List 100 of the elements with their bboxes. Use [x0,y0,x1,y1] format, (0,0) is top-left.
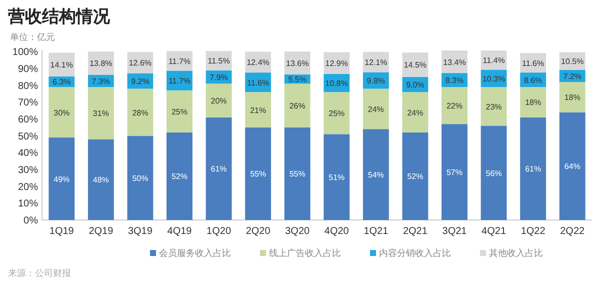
bar [48,87,75,138]
bar [284,84,310,128]
data-label: 7.3% [92,76,110,86]
y-tick-label: 60% [18,114,38,126]
data-label: 10.8% [325,78,348,88]
data-label: 12.9% [325,59,348,68]
chart-title: 营收结构情况 [7,7,111,26]
y-tick-label: 50% [18,131,38,142]
data-label: 5.5% [288,75,306,84]
data-label: 8.3% [445,76,464,86]
bar [48,138,75,220]
y-tick-label: 90% [18,64,38,76]
y-tick-label: 20% [18,182,38,193]
data-label: 11.6% [522,58,544,68]
data-label: 30% [54,108,70,118]
bar [520,87,546,118]
x-tick-label: 2Q19 [88,226,114,237]
bar [88,87,114,140]
y-tick-label: 30% [18,165,38,176]
data-label: 52% [407,172,424,182]
data-label: 57% [446,168,463,178]
data-label: 26% [289,102,306,111]
bar [324,134,350,220]
data-label: 8.6% [524,76,542,85]
bar [442,87,468,124]
legend-label: 线上广告收入占比 [269,248,341,258]
data-label: 13.4% [443,58,466,67]
data-label: 12.1% [364,58,388,68]
y-tick-label: 80% [18,80,38,92]
bar [206,84,232,118]
data-label: 48% [92,176,109,185]
bar [362,129,389,220]
data-label: 13.6% [286,58,309,68]
data-label: 11.6% [247,78,270,88]
data-label: 55% [289,170,306,179]
source-note: 来源：公司财报 [8,268,71,278]
data-label: 7.2% [563,72,582,81]
data-label: 18% [564,93,580,102]
x-tick-label: 2Q20 [246,226,271,237]
data-label: 20% [210,96,227,106]
x-tick-label: 3Q21 [442,226,468,237]
data-label: 25% [171,107,188,116]
data-label: 64% [564,162,580,172]
data-label: 10.5% [561,57,584,66]
legend-label: 内容分销收入占比 [379,248,451,258]
data-label: 9.2% [131,76,150,86]
data-label: 25% [328,109,345,118]
bar [284,127,310,220]
x-tick-label: 3Q20 [285,226,310,237]
bar [88,139,114,220]
x-tick-label: 4Q21 [482,226,506,237]
data-label: 10.3% [482,74,506,84]
data-label: 54% [368,170,384,180]
data-label: 50% [132,174,148,183]
bar [206,117,232,220]
data-label: 9.0% [406,80,424,90]
bar [324,92,350,134]
data-label: 24% [407,108,424,118]
bar [166,132,192,220]
data-label: 7.9% [210,73,228,82]
data-label: 22% [446,102,463,111]
data-label: 14.1% [50,60,73,70]
bar [166,90,192,132]
data-label: 24% [368,104,384,114]
data-label: 12.4% [246,58,270,68]
legend-label: 会员服务收入占比 [159,248,231,258]
bar [480,87,507,126]
data-label: 6.3% [52,78,71,87]
data-label: 11.5% [208,56,230,66]
bar [362,88,389,130]
data-label: 31% [92,109,109,118]
bar [166,70,192,90]
data-label: 52% [171,172,188,182]
x-tick-label: 1Q19 [49,226,74,237]
bar [245,92,272,128]
x-tick-label: 2Q21 [402,226,428,237]
data-label: 12.6% [128,58,152,68]
bar [559,82,586,112]
x-tick-label: 3Q19 [128,226,153,237]
data-label: 13.8% [90,59,112,68]
data-label: 61% [525,164,542,174]
bar [402,92,428,132]
data-label: 18% [525,98,542,108]
data-label: 61% [210,164,227,174]
legend-label: 其他收入占比 [489,248,543,258]
bar [48,52,75,76]
data-label: 49% [54,174,70,184]
chart-subtitle: 单位：亿元 [10,32,55,42]
y-tick-label: 0% [24,216,38,226]
data-label: 11.7% [168,76,191,86]
data-label: 21% [250,106,266,115]
bar [480,126,507,220]
bar [442,124,468,220]
y-tick-label: 10% [18,198,38,210]
x-tick-label: 4Q20 [324,226,350,237]
bar [520,117,546,220]
data-label: 55% [250,170,266,179]
bar [245,127,272,220]
data-label: 51% [328,173,345,182]
data-label: 28% [132,108,148,118]
